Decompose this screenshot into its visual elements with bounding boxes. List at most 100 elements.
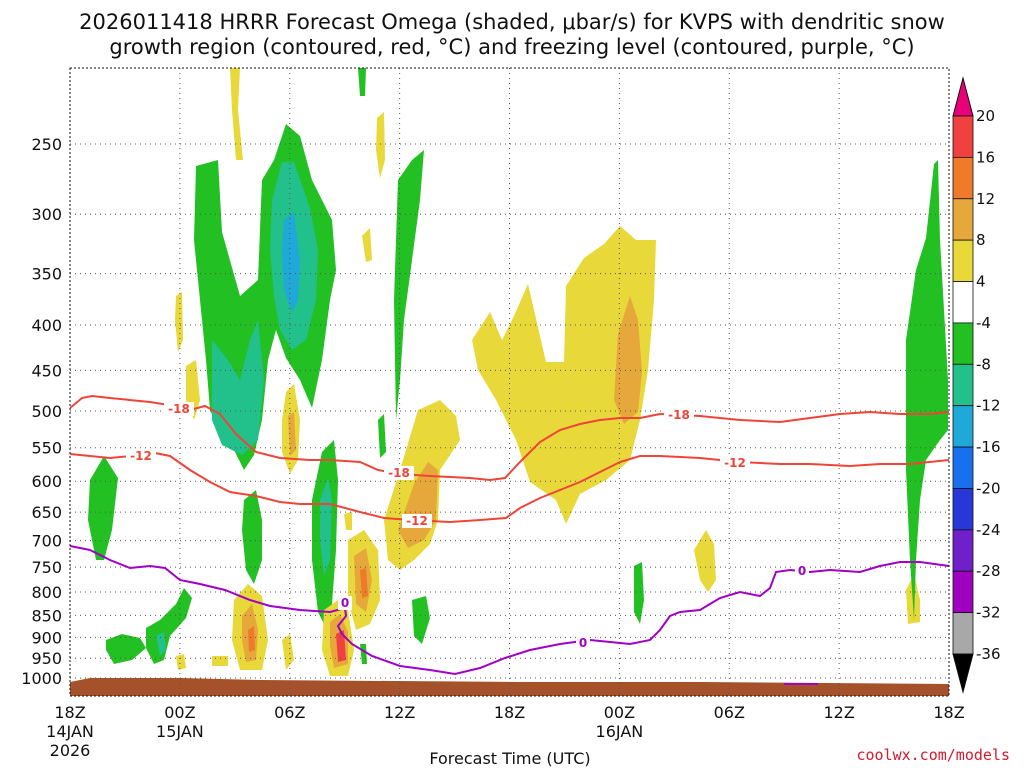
y-tick-label: 750	[31, 558, 62, 577]
omega-region	[282, 634, 294, 670]
y-tick-label: 450	[31, 361, 62, 380]
omega-region	[614, 296, 642, 424]
omega-region	[376, 112, 385, 178]
omega-region	[176, 654, 186, 670]
colorbar-label: 12	[976, 190, 995, 208]
x-tick-year: 2026	[50, 741, 91, 760]
colorbar-label: -4	[976, 314, 991, 332]
x-tick-date: 16JAN	[596, 722, 644, 741]
ground-surface	[70, 678, 949, 696]
colorbar-swatch	[952, 570, 974, 614]
omega-region	[175, 292, 183, 352]
y-tick-label: 300	[31, 205, 62, 224]
credit-link[interactable]: coolwx.com/models	[856, 746, 1010, 764]
freezing-level-contour	[70, 545, 949, 676]
plot-frame	[69, 67, 950, 697]
colorbar-swatch	[952, 198, 974, 241]
dgz-label-f: -12	[724, 456, 746, 470]
colorbar-top-arrow	[952, 76, 974, 117]
omega-region	[394, 150, 424, 420]
omega-region	[106, 634, 146, 664]
omega-region	[378, 414, 386, 458]
dgz-label-d: -12	[130, 449, 152, 463]
colorbar-label: -24	[976, 521, 1001, 539]
colorbar-swatch	[952, 446, 974, 489]
omega-region	[336, 630, 346, 662]
colorbar-label: -8	[976, 355, 991, 373]
x-tick-label: 12Z	[823, 703, 854, 722]
colorbar: 20 16 12 8 4 -4 -8 -12 -16 -20 -24 -28 -32 -36	[952, 76, 1001, 694]
y-axis-pressure-ticks: 250 300 350 400 450 500 550 600 650 700 750 800 850 9…	[21, 135, 62, 688]
freezing-label-c: 0	[798, 564, 806, 578]
omega-shading	[88, 68, 948, 676]
omega-region	[248, 626, 255, 652]
y-tick-label: 500	[31, 402, 62, 421]
colorbar-swatch	[952, 239, 974, 282]
colorbar-label: 20	[976, 107, 995, 125]
omega-region	[358, 68, 366, 96]
y-tick-label: 700	[31, 532, 62, 551]
dgz-label-e: -12	[406, 514, 428, 528]
colorbar-label: -36	[976, 645, 1001, 663]
dgz-minus12-contour	[70, 450, 949, 524]
colorbar-swatch	[952, 281, 974, 324]
x-tick-label: 00Z	[164, 703, 195, 722]
x-tick-label: 00Z	[604, 703, 635, 722]
omega-region	[320, 478, 332, 576]
omega-region	[212, 656, 228, 666]
colorbar-label: 8	[976, 231, 986, 249]
omega-region	[906, 160, 948, 620]
chart-title-line1: 2026011418 HRRR Forecast Omega (shaded, …	[79, 10, 945, 34]
dgz-label-b: -18	[388, 466, 410, 480]
y-tick-label: 850	[31, 606, 62, 625]
omega-region	[146, 588, 192, 664]
y-tick-label: 250	[31, 135, 62, 154]
colorbar-swatch	[952, 612, 974, 655]
omega-region	[360, 644, 367, 664]
colorbar-label: -28	[976, 562, 1001, 580]
y-tick-label: 650	[31, 503, 62, 522]
omega-region	[360, 568, 368, 598]
colorbar-swatch	[952, 322, 974, 365]
x-tick-label: 12Z	[384, 703, 415, 722]
y-tick-label: 1000	[21, 669, 62, 688]
colorbar-swatch	[952, 115, 974, 158]
colorbar-label: 16	[976, 148, 995, 166]
colorbar-swatch	[952, 488, 974, 531]
y-tick-label: 950	[31, 649, 62, 668]
colorbar-bottom-arrow	[952, 653, 974, 694]
omega-region	[344, 512, 352, 530]
y-tick-label: 350	[31, 265, 62, 284]
x-tick-label: 18Z	[54, 703, 85, 722]
y-tick-label: 900	[31, 628, 62, 647]
omega-region	[412, 596, 430, 644]
chart-title-line2: growth region (contoured, red, °C) and f…	[109, 35, 914, 59]
colorbar-label: 4	[976, 273, 986, 291]
plot-area: -18 -18 -18 -12 -12 -12 0 0 0	[70, 68, 949, 696]
y-tick-label: 800	[31, 583, 62, 602]
x-tick-date: 15JAN	[156, 722, 204, 741]
omega-region	[156, 632, 166, 656]
omega-region	[282, 212, 300, 312]
y-tick-label: 400	[31, 316, 62, 335]
x-tick-label: 06Z	[274, 703, 305, 722]
colorbar-swatch	[952, 156, 974, 200]
contour-labels: -18 -18 -18 -12 -12 -12 0 0 0	[126, 402, 809, 650]
colorbar-label: -12	[976, 397, 1001, 415]
colorbar-label: -16	[976, 438, 1001, 456]
omega-region	[472, 226, 656, 524]
colorbar-label: -20	[976, 479, 1001, 497]
x-axis-label: Forecast Time (UTC)	[429, 749, 590, 768]
colorbar-swatch	[952, 405, 974, 448]
omega-region	[242, 490, 262, 584]
y-tick-label: 550	[31, 439, 62, 458]
omega-region	[230, 68, 243, 160]
dgz-label-c: -18	[668, 408, 690, 422]
x-tick-date: 14JAN	[46, 722, 94, 741]
colorbar-swatch	[952, 363, 974, 407]
x-tick-label: 18Z	[933, 703, 964, 722]
colorbar-label: -32	[976, 604, 1001, 622]
freezing-label-a: 0	[341, 596, 349, 610]
freezing-label-b: 0	[579, 636, 587, 650]
